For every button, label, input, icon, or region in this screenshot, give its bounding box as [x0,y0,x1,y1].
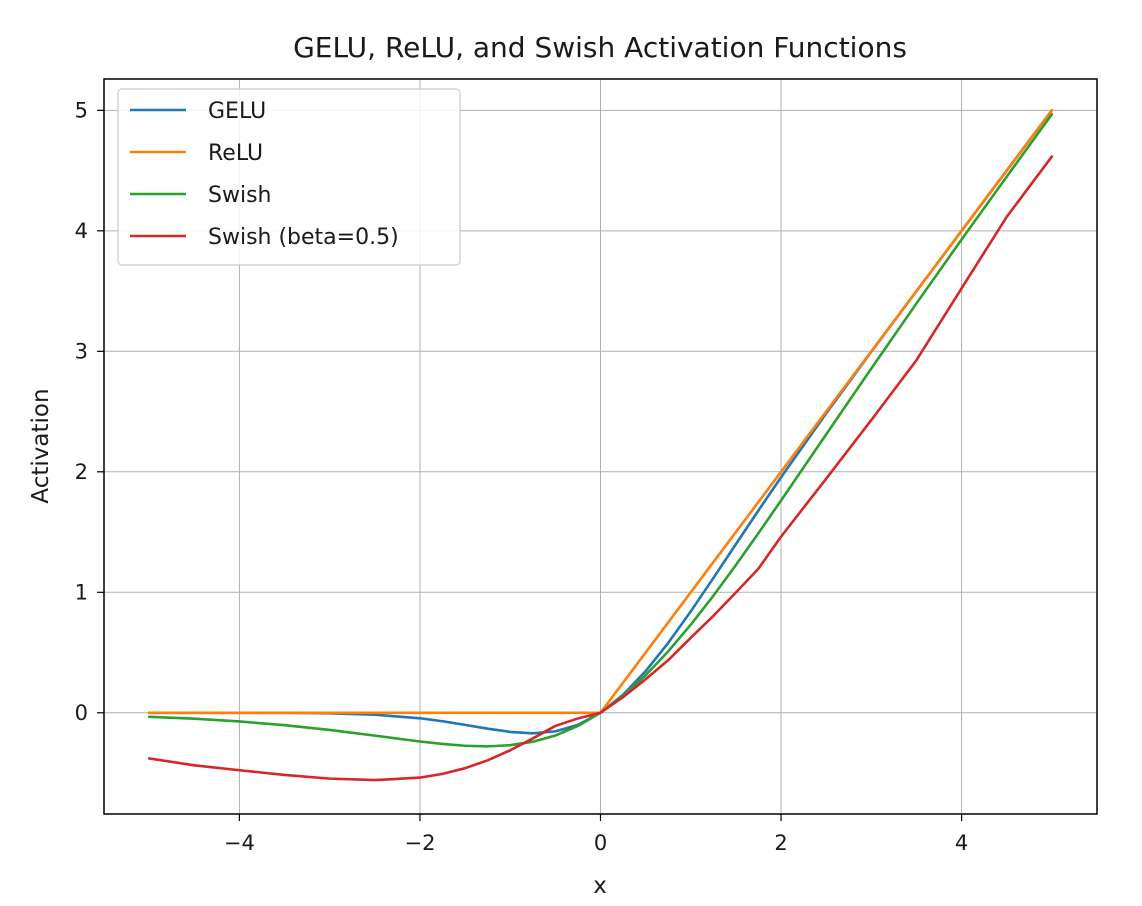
legend: GELU ReLU Swish Swish (beta=0.5) [117,88,461,266]
x-axis-ticks: −4 −2 0 2 4 [224,814,968,855]
x-tick-label: −2 [404,831,435,855]
chart-title: GELU, ReLU, and Swish Activation Functio… [293,31,907,64]
y-tick-label: 4 [75,219,88,243]
y-tick-label: 5 [75,98,88,122]
legend-label-swish-beta-0-5: Swish (beta=0.5) [208,225,399,250]
legend-items: GELU ReLU Swish Swish (beta=0.5) [130,99,399,250]
x-tick-label: 2 [774,831,787,855]
legend-label-swish: Swish [208,183,271,208]
series-line-swish-beta-0-5 [147,155,1054,782]
x-tick-label: 4 [955,831,968,855]
x-axis-label: x [593,873,607,899]
legend-box [117,88,461,266]
x-tick-label: 0 [594,831,607,855]
y-axis-label: Activation [28,388,54,503]
y-axis-ticks: 0 1 2 3 4 5 [75,98,104,725]
y-tick-label: 1 [75,580,88,604]
x-tick-label: −4 [224,831,255,855]
series-layer [147,109,1054,782]
y-tick-label: 2 [75,460,88,484]
legend-label-gelu: GELU [208,99,266,124]
y-tick-label: 3 [75,339,88,363]
y-tick-label: 0 [75,701,88,725]
legend-label-relu: ReLU [208,141,263,166]
